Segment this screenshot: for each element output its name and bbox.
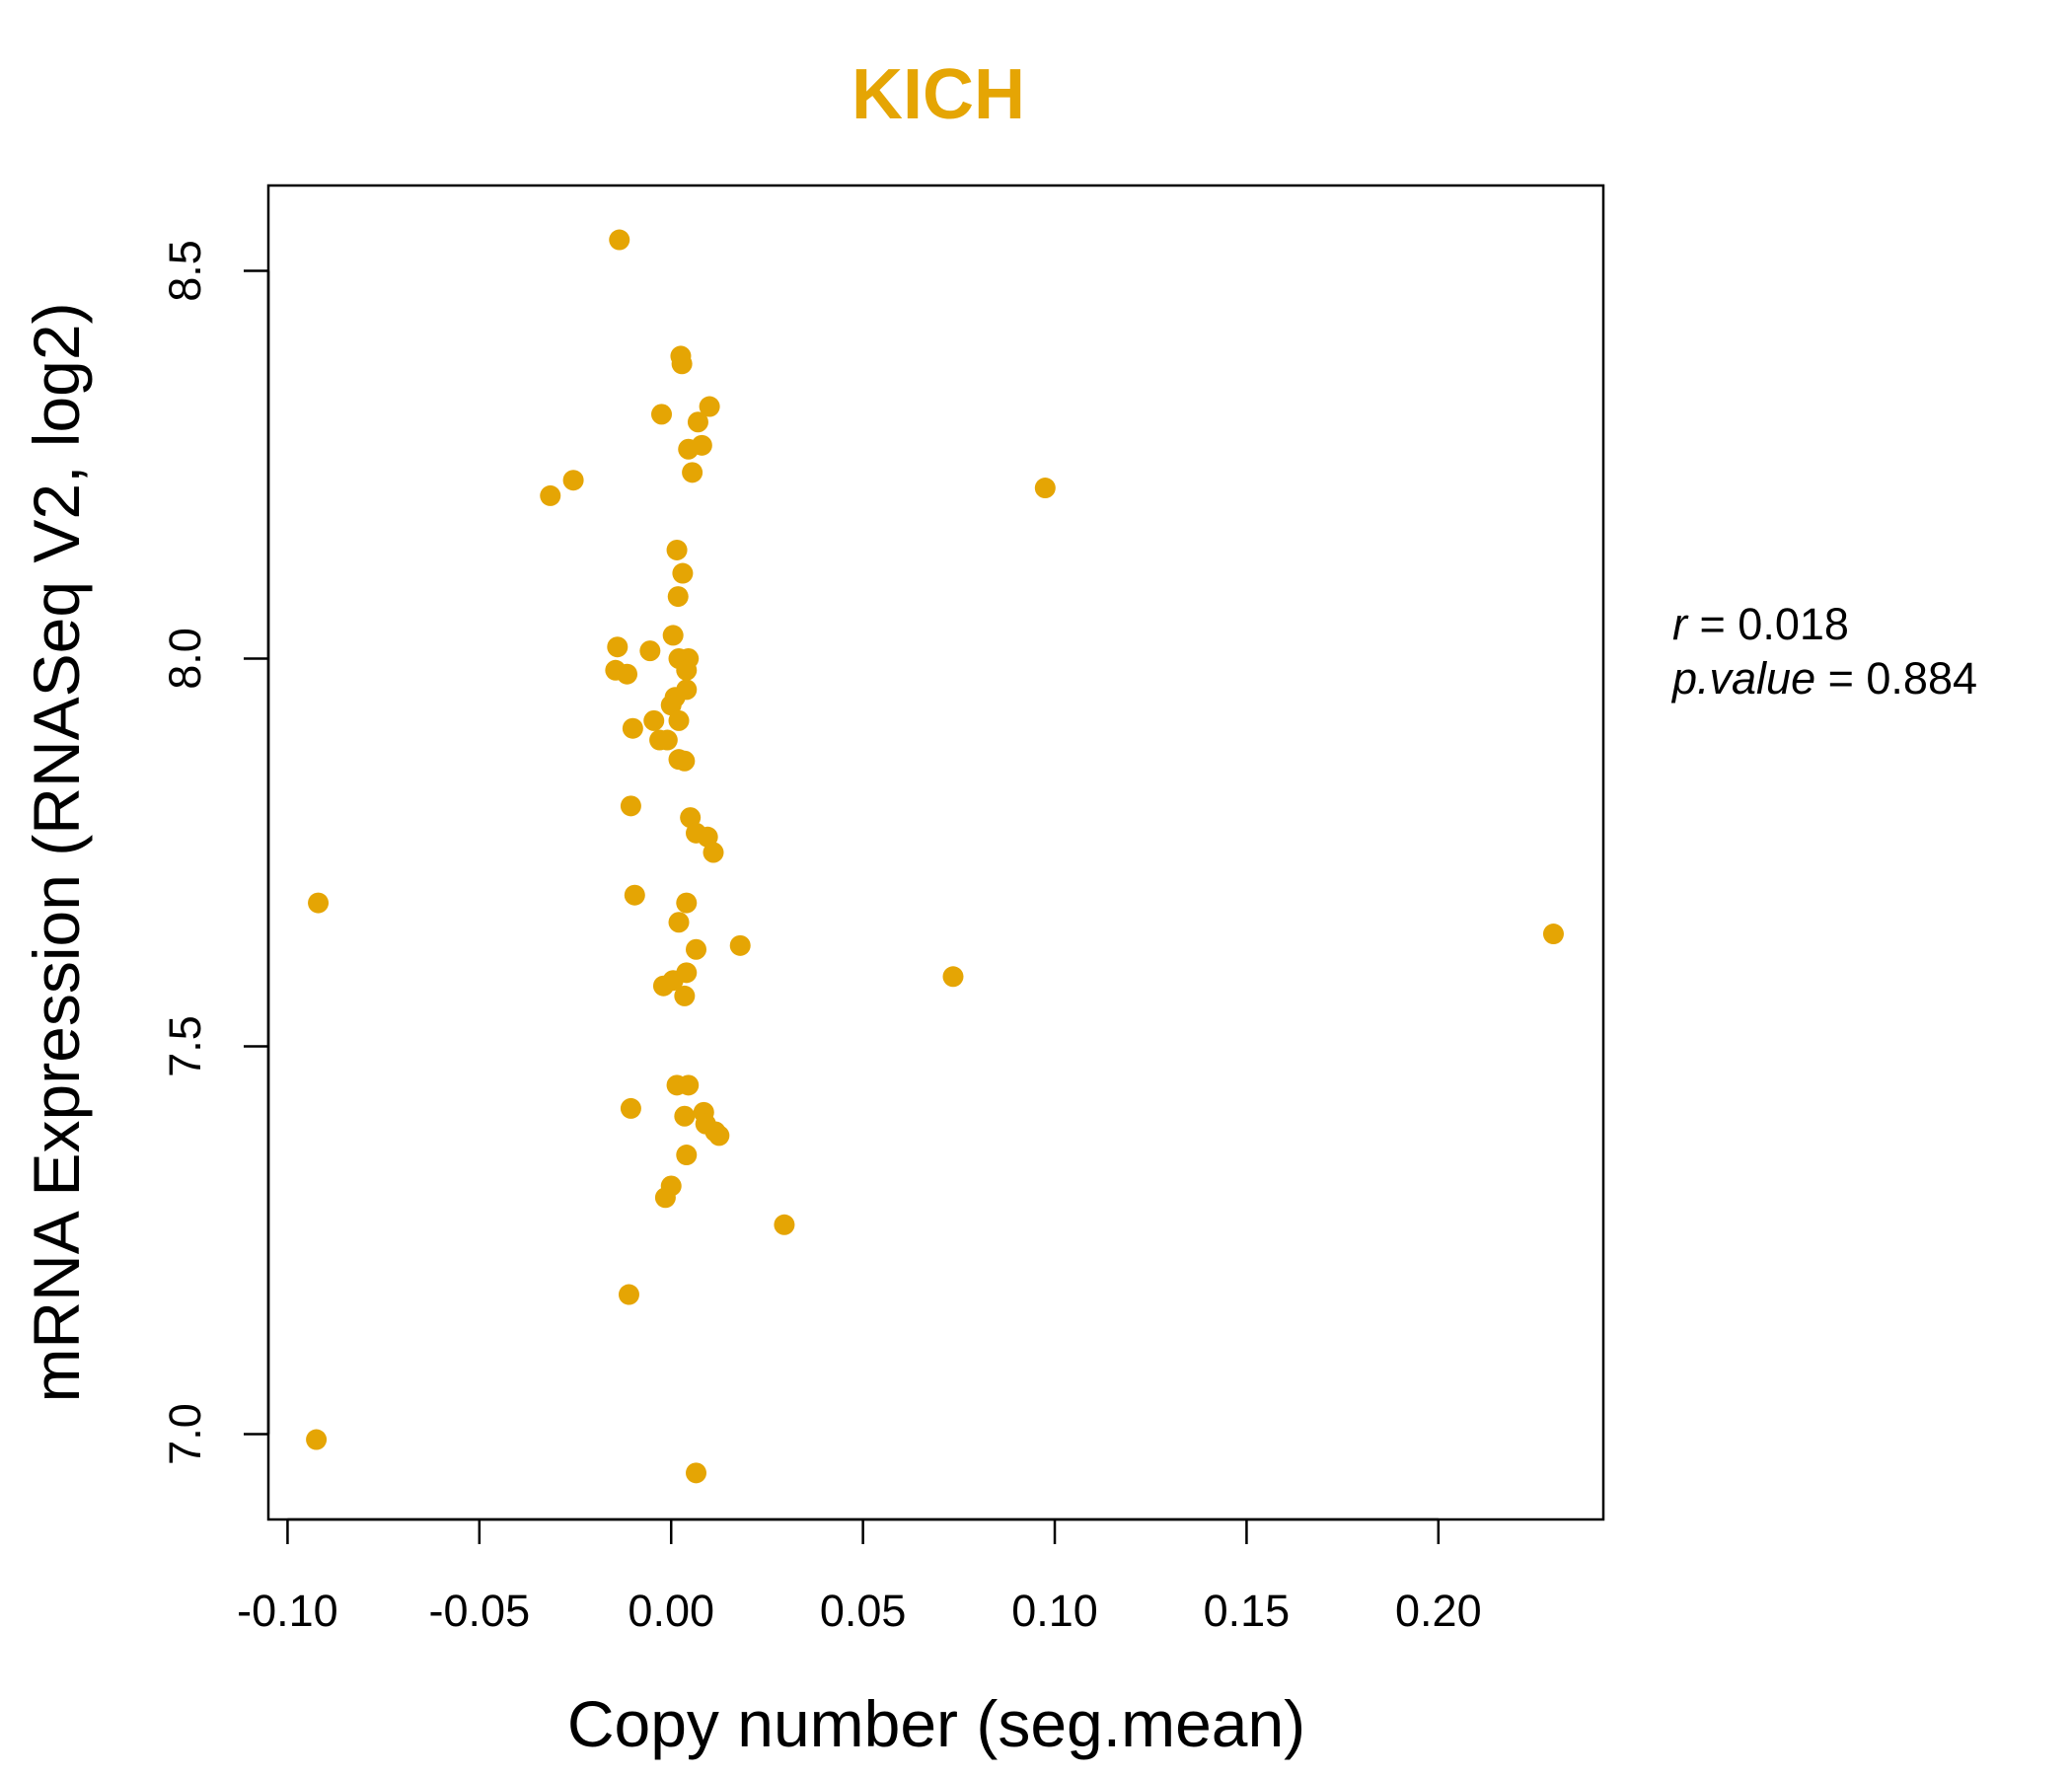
y-tick-label: 8.0 [160,628,210,690]
data-point [691,434,712,456]
data-point [671,353,693,375]
x-tick-label: 0.20 [1395,1586,1482,1636]
data-point [652,975,674,997]
data-point [699,396,720,417]
data-point [686,1462,707,1484]
x-axis: -0.10 -0.05 0.00 0.05 0.10 0.15 0.20 [237,1517,1482,1636]
data-point [672,562,694,584]
x-axis-label: Copy number (seg.mean) [567,1687,1305,1760]
data-point [704,1121,726,1143]
data-point [667,586,689,608]
correlation-annotation: r = 0.018 [1672,599,1849,649]
data-point [562,470,584,491]
data-point [774,1214,795,1235]
data-point [682,462,703,483]
y-axis-label: mRNA Expression (RNASeq V2, log2) [20,302,93,1402]
data-point [674,1105,696,1127]
data-points [306,229,1564,1484]
data-point [656,729,678,751]
data-point [1542,924,1564,945]
data-point [662,625,684,646]
data-point [676,892,698,914]
chart-title: KICH [851,55,1025,134]
x-tick-label: 0.15 [1204,1586,1291,1636]
data-point [620,1097,641,1119]
data-point [617,663,638,685]
data-point [703,842,724,863]
data-point [678,1074,700,1096]
p-value: 0.884 [1866,653,1977,703]
data-point [624,884,645,906]
data-point [676,659,698,681]
data-point [618,1284,639,1305]
data-point [651,404,673,425]
y-tick-label: 7.0 [160,1403,210,1465]
data-point [674,750,696,772]
data-point [666,539,688,560]
data-point [942,966,964,988]
x-tick-label: -0.05 [429,1586,531,1636]
y-tick-label: 7.5 [160,1015,210,1077]
x-tick-label: 0.05 [820,1586,907,1636]
p-label: p.value [1670,653,1815,703]
data-point [674,985,696,1006]
data-point [1034,478,1056,499]
data-point [729,934,751,956]
plot-frame [266,184,1605,1521]
data-point [609,229,630,251]
data-point [308,892,330,914]
data-point [668,709,690,731]
data-point [643,709,665,731]
x-tick-label: -0.10 [237,1586,338,1636]
data-point [687,411,708,433]
r-label: r [1672,599,1689,649]
x-tick-label: 0.00 [628,1586,714,1636]
data-point [660,695,682,716]
data-point [654,1187,676,1209]
data-point [540,484,561,506]
x-tick-label: 0.10 [1011,1586,1098,1636]
y-axis: 7.0 7.5 8.0 8.5 [160,240,270,1465]
data-point [676,1145,698,1166]
data-point [306,1429,328,1450]
data-point [639,640,661,662]
data-point [607,636,629,658]
data-point [622,717,643,739]
y-tick-label: 8.5 [160,240,210,302]
data-point [668,912,690,933]
data-point [686,938,707,960]
data-point [620,795,641,817]
r-value: 0.018 [1738,599,1849,649]
pvalue-annotation: p.value = 0.884 [1670,653,1977,703]
